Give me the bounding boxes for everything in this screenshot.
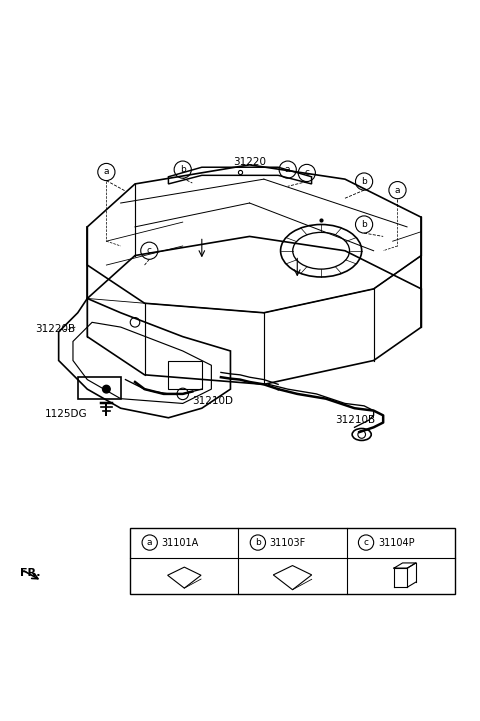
Text: c: c xyxy=(363,538,369,547)
Text: 31210B: 31210B xyxy=(336,415,375,425)
Text: 31220: 31220 xyxy=(233,157,266,167)
Text: b: b xyxy=(255,538,261,547)
Text: c: c xyxy=(147,247,152,255)
Circle shape xyxy=(103,385,110,393)
Text: 31210D: 31210D xyxy=(192,396,233,406)
Text: 31104P: 31104P xyxy=(378,538,415,547)
Text: 1125DG: 1125DG xyxy=(44,409,87,419)
Text: a: a xyxy=(104,167,109,177)
Text: 31103F: 31103F xyxy=(270,538,306,547)
Text: b: b xyxy=(361,177,367,186)
Text: a: a xyxy=(285,165,290,174)
Text: b: b xyxy=(361,220,367,229)
Text: a: a xyxy=(147,538,153,547)
Text: c: c xyxy=(304,169,309,177)
Text: 31101A: 31101A xyxy=(162,538,199,547)
Text: a: a xyxy=(395,185,400,195)
Text: 31220B: 31220B xyxy=(35,324,75,335)
Text: FR.: FR. xyxy=(20,568,40,578)
Text: b: b xyxy=(180,165,186,174)
